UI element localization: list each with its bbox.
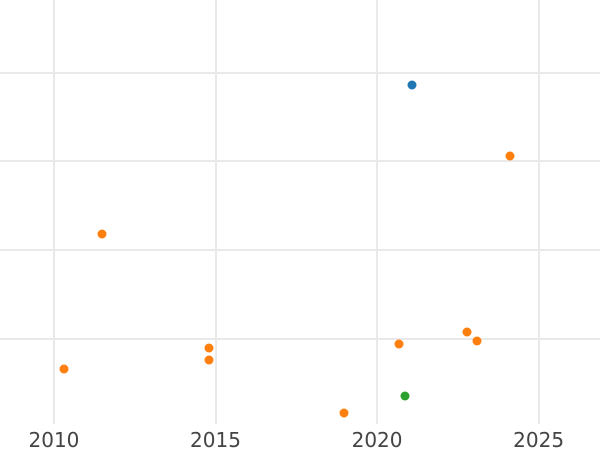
x-gridline (52, 0, 55, 424)
scatter-point-orange-series[interactable] (204, 343, 214, 353)
scatter-point-blue-series[interactable] (407, 80, 417, 90)
scatter-point-orange-series[interactable] (472, 336, 482, 346)
scatter-point-orange-series[interactable] (204, 355, 214, 365)
x-tick-label: 2010 (28, 428, 80, 450)
x-tick-label: 2025 (513, 428, 565, 450)
y-gridline (0, 337, 600, 340)
scatter-point-orange-series[interactable] (97, 229, 107, 239)
x-gridline (376, 0, 379, 424)
y-gridline (0, 249, 600, 252)
scatter-point-orange-series[interactable] (339, 408, 349, 418)
x-tick-label: 2020 (351, 428, 403, 450)
x-tick-label: 2015 (190, 428, 241, 450)
scatter-point-orange-series[interactable] (505, 151, 515, 161)
scatter-point-orange-series[interactable] (394, 339, 404, 349)
plot-area (0, 0, 600, 424)
x-gridline (537, 0, 540, 424)
y-gridline (0, 160, 600, 163)
x-gridline (214, 0, 217, 424)
scatter-point-orange-series[interactable] (59, 364, 69, 374)
scatter-point-green-series[interactable] (400, 391, 410, 401)
scatter-point-orange-series[interactable] (462, 327, 472, 337)
y-gridline (0, 71, 600, 74)
